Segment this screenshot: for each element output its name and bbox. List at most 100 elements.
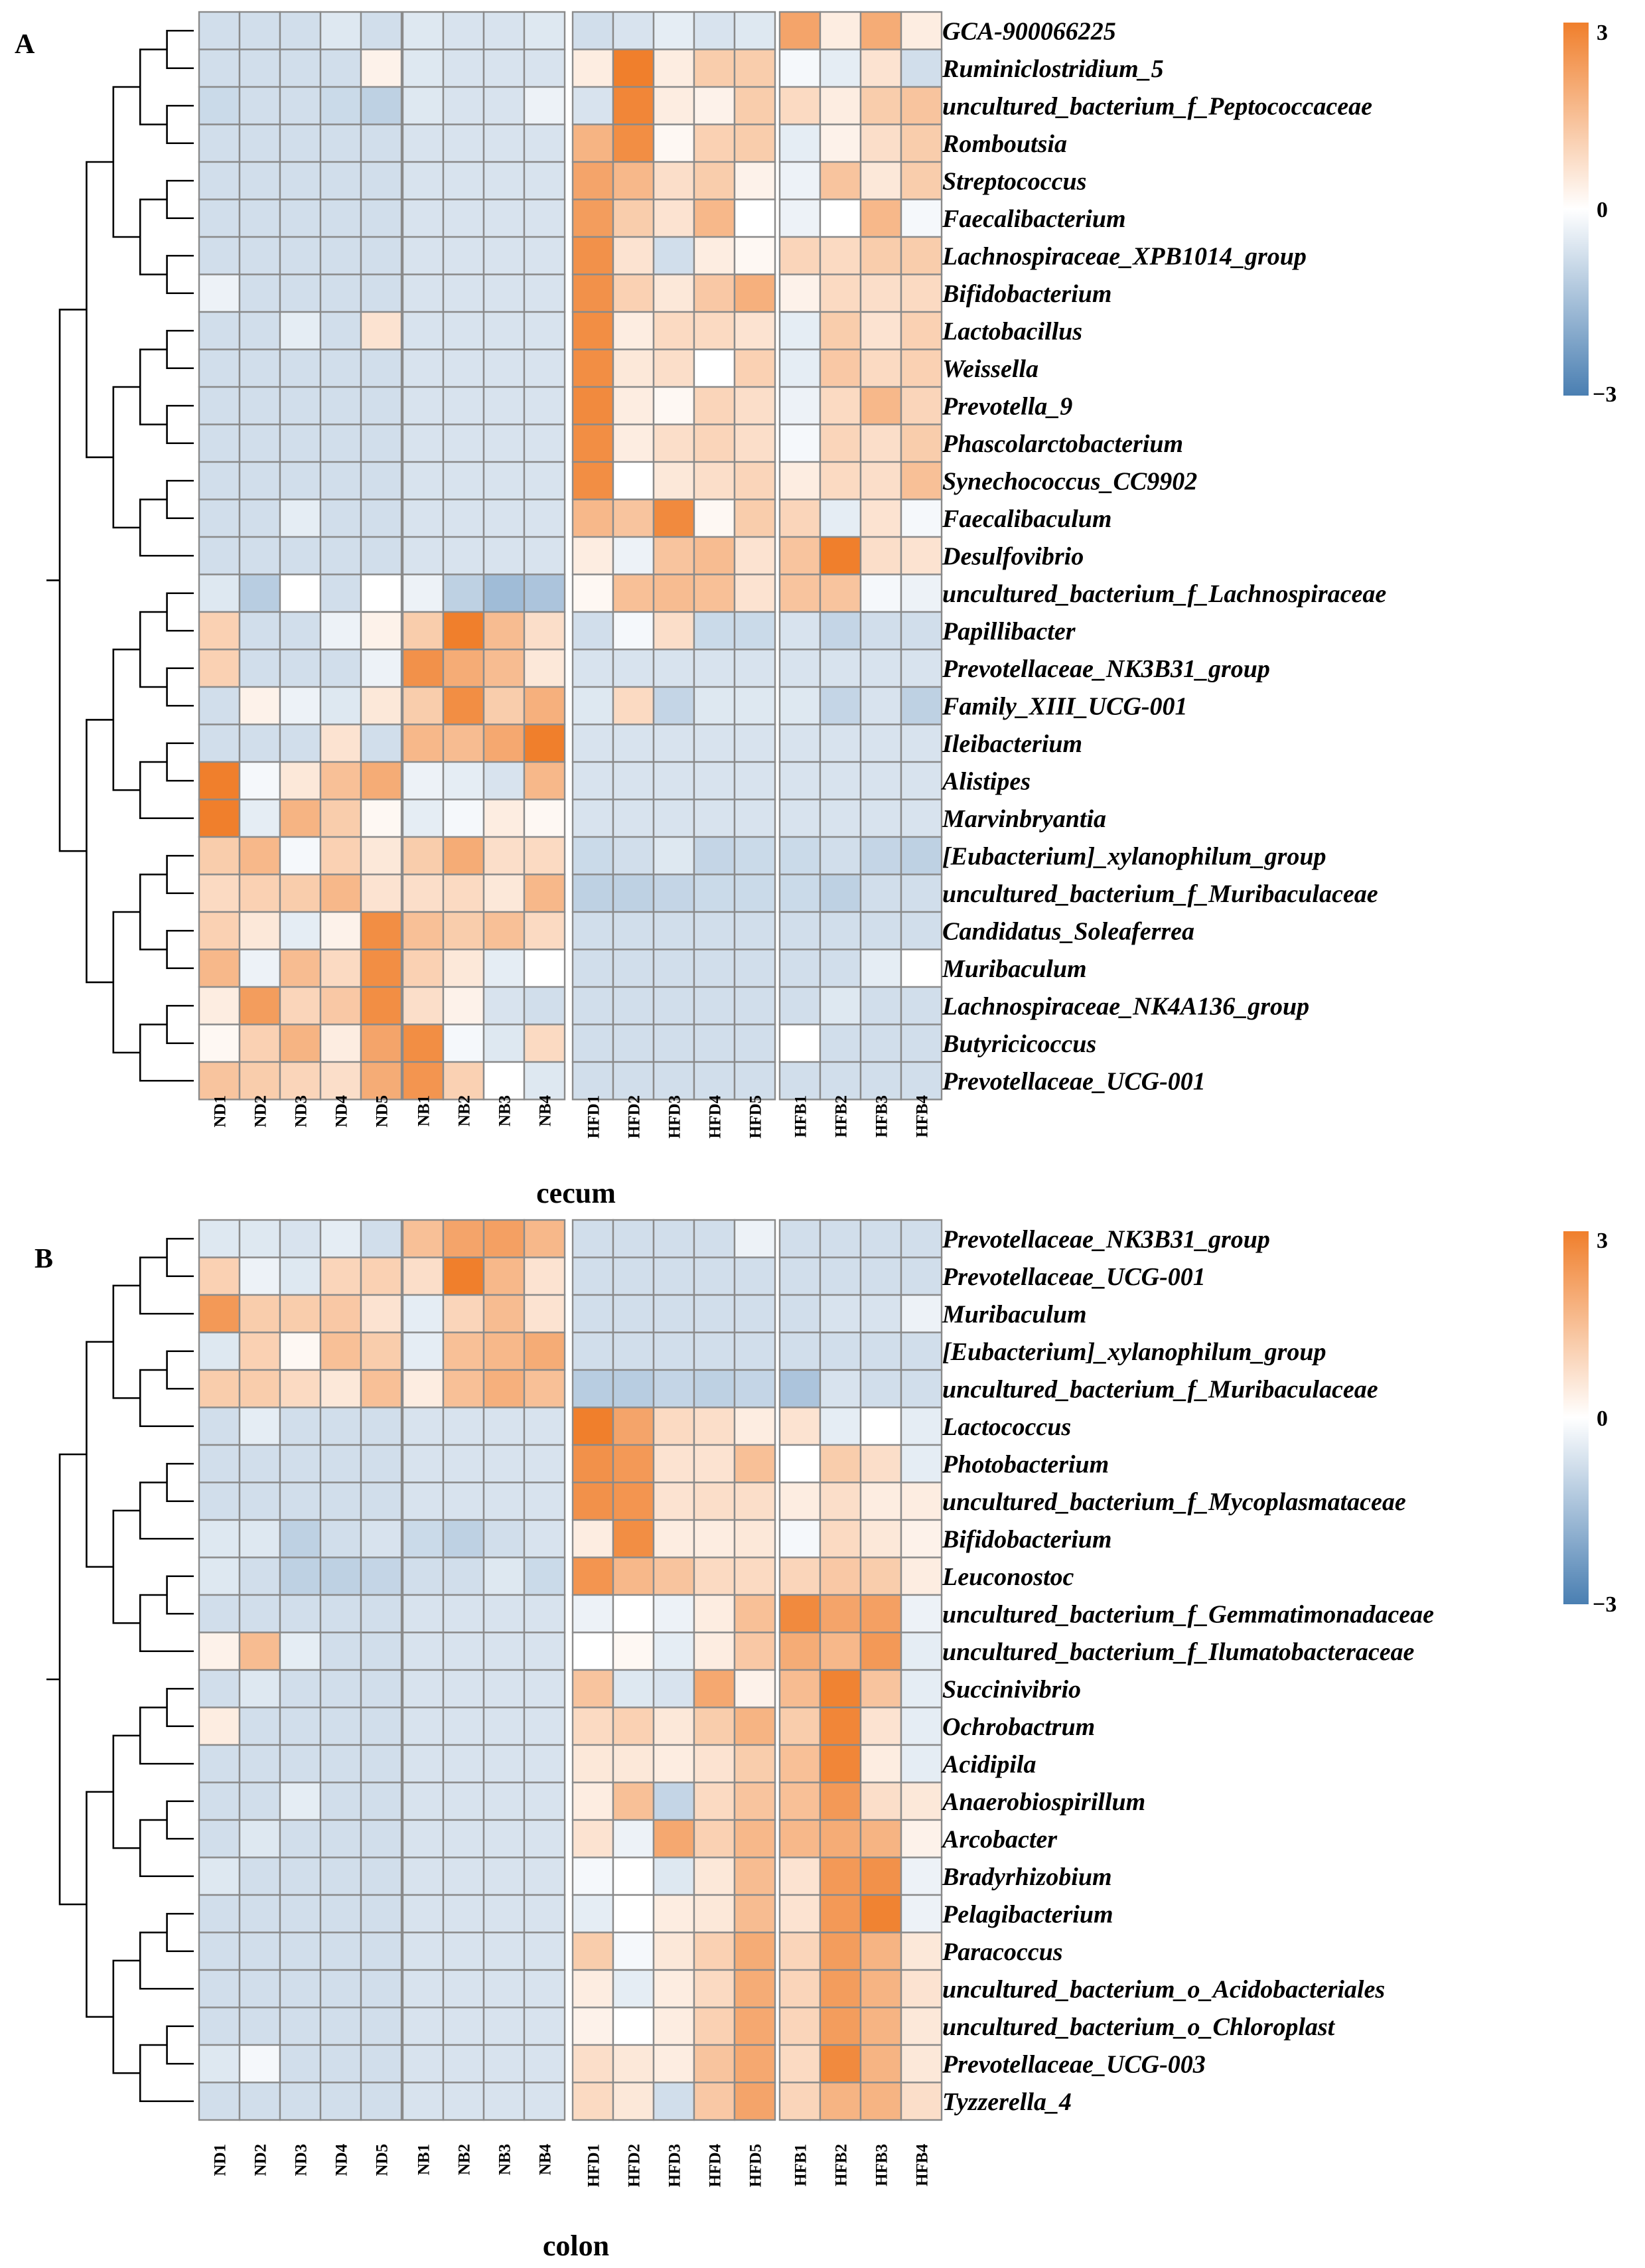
heatmap-cell bbox=[482, 723, 526, 763]
heatmap-cell bbox=[319, 1294, 362, 1333]
heatmap-cell bbox=[859, 611, 902, 650]
heatmap-cell bbox=[859, 311, 902, 350]
heatmap-cell bbox=[523, 798, 566, 838]
heatmap-cell bbox=[571, 1594, 614, 1633]
heatmap-cell bbox=[612, 11, 655, 50]
heatmap-cell bbox=[612, 1219, 655, 1258]
heatmap-cell bbox=[360, 573, 403, 613]
heatmap-cell bbox=[652, 2006, 695, 2046]
heatmap-cell bbox=[319, 86, 362, 125]
heatmap-cell bbox=[238, 423, 281, 463]
column-label: HFD3 bbox=[666, 2144, 684, 2187]
heatmap-cell bbox=[238, 986, 281, 1025]
row-label: Prevotella_9 bbox=[942, 392, 1072, 420]
heatmap-cell bbox=[360, 1331, 403, 1371]
dendrogram-branch bbox=[139, 1819, 194, 1878]
heatmap-cell bbox=[733, 236, 776, 275]
heatmap-cell bbox=[401, 1894, 445, 1933]
heatmap-cell bbox=[612, 236, 655, 275]
heatmap-cell bbox=[442, 386, 485, 425]
dendrogram-branch bbox=[166, 1004, 194, 1045]
heatmap-cell bbox=[693, 1369, 736, 1408]
row-label: uncultured_bacterium_f_Ilumatobacteracea… bbox=[942, 1638, 1415, 1666]
dendrogram-branch bbox=[112, 1959, 141, 2074]
heatmap-cell bbox=[401, 461, 445, 500]
heatmap-cell bbox=[198, 1023, 241, 1063]
dendrogram-branch bbox=[139, 498, 194, 557]
heatmap-cell bbox=[482, 686, 526, 725]
heatmap-cell bbox=[652, 423, 695, 463]
heatmap-cell bbox=[900, 1594, 943, 1633]
heatmap-cell bbox=[733, 348, 776, 388]
heatmap-cell bbox=[819, 1631, 862, 1671]
heatmap-cell bbox=[900, 2044, 943, 2083]
heatmap-cell bbox=[279, 48, 322, 88]
heatmap-cell bbox=[360, 948, 403, 988]
heatmap-cell bbox=[652, 1294, 695, 1333]
heatmap-cell bbox=[523, 48, 566, 88]
heatmap-cell bbox=[859, 723, 902, 763]
heatmap-cell bbox=[319, 11, 362, 50]
heatmap-cell bbox=[401, 273, 445, 313]
column-label: ND5 bbox=[374, 2144, 392, 2176]
heatmap-cell bbox=[819, 1969, 862, 2008]
heatmap-cell bbox=[523, 648, 566, 688]
heatmap-cell bbox=[778, 1406, 822, 1446]
heatmap-cell bbox=[360, 86, 403, 125]
heatmap-cell bbox=[523, 948, 566, 988]
heatmap-cell bbox=[693, 1481, 736, 1521]
heatmap-cell bbox=[819, 1444, 862, 1483]
heatmap-cell bbox=[900, 1706, 943, 1746]
heatmap-cell bbox=[319, 461, 362, 500]
heatmap-cell bbox=[482, 1856, 526, 1896]
heatmap-cell bbox=[612, 273, 655, 313]
heatmap-cell bbox=[442, 198, 485, 238]
heatmap-cell bbox=[319, 1819, 362, 1858]
heatmap-cell bbox=[859, 1061, 902, 1100]
heatmap-cell bbox=[819, 948, 862, 988]
heatmap-cell bbox=[900, 798, 943, 838]
heatmap-cell bbox=[279, 1894, 322, 1933]
row-label: uncultured_bacterium_o_Chloroplast bbox=[942, 2013, 1336, 2041]
heatmap-cell bbox=[523, 573, 566, 613]
heatmap-cell bbox=[523, 123, 566, 163]
heatmap-cell bbox=[733, 1556, 776, 1596]
heatmap-cell bbox=[571, 986, 614, 1025]
dendrogram-branch bbox=[166, 179, 194, 220]
heatmap-cell bbox=[401, 1669, 445, 1708]
heatmap-cell bbox=[319, 198, 362, 238]
heatmap-cell bbox=[652, 348, 695, 388]
heatmap-cell bbox=[482, 2006, 526, 2046]
heatmap-cell bbox=[693, 1706, 736, 1746]
heatmap-cell bbox=[859, 1894, 902, 1933]
heatmap-cell bbox=[319, 1256, 362, 1296]
heatmap-cell bbox=[693, 311, 736, 350]
heatmap-cell bbox=[571, 498, 614, 538]
heatmap-cell bbox=[819, 236, 862, 275]
heatmap-cell bbox=[442, 1969, 485, 2008]
dendrogram-branch bbox=[139, 198, 167, 275]
heatmap-cell bbox=[571, 2044, 614, 2083]
heatmap-cell bbox=[442, 86, 485, 125]
heatmap-cell bbox=[859, 1256, 902, 1296]
heatmap-cell bbox=[482, 1023, 526, 1063]
heatmap-cell bbox=[523, 2006, 566, 2046]
heatmap-cell bbox=[238, 1406, 281, 1446]
heatmap-cell bbox=[360, 348, 403, 388]
heatmap-cell bbox=[319, 2044, 362, 2083]
heatmap-cell bbox=[401, 1556, 445, 1596]
heatmap-cell bbox=[319, 911, 362, 950]
dendrogram-branch bbox=[112, 86, 141, 238]
heatmap-cell bbox=[859, 48, 902, 88]
heatmap-cell bbox=[733, 573, 776, 613]
column-label: ND4 bbox=[333, 1095, 351, 1128]
heatmap-cell bbox=[238, 873, 281, 913]
heatmap-cell bbox=[652, 1744, 695, 1783]
heatmap-cell bbox=[482, 1481, 526, 1521]
heatmap-cell bbox=[360, 311, 403, 350]
color-legend-a: 3 0 −3 bbox=[1563, 21, 1616, 407]
heatmap-cell bbox=[652, 1219, 695, 1258]
row-label: Ochrobactrum bbox=[942, 1713, 1095, 1741]
heatmap-cell bbox=[733, 948, 776, 988]
heatmap-cell bbox=[319, 1556, 362, 1596]
